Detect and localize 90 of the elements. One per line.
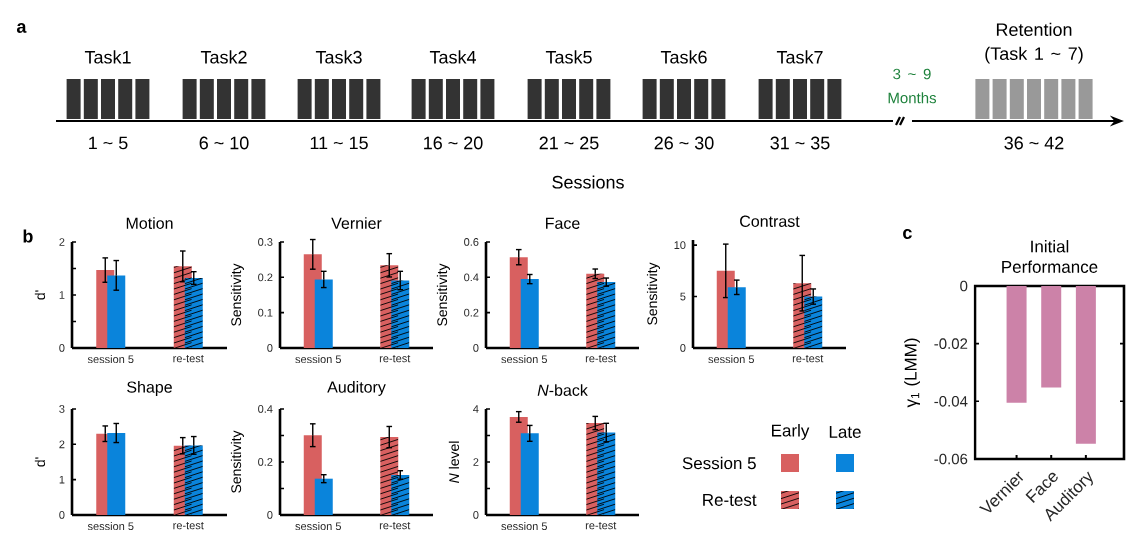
bar [314, 478, 333, 515]
y-axis-title: Sensitivity [646, 262, 660, 325]
chart-title: Shape [127, 381, 172, 396]
chart-title: Vernier [331, 217, 382, 229]
y-tick-label: 2 [473, 458, 479, 466]
category-label: Task2 [200, 50, 247, 64]
text: a [16, 23, 27, 33]
bar [314, 279, 333, 348]
y-tick-label: 0 [59, 344, 65, 352]
y-tick-label: 1 [59, 475, 65, 484]
bar [520, 279, 539, 348]
chart-title: N-back [537, 384, 588, 396]
bar [107, 275, 126, 348]
text: 21 ~ 25 [539, 136, 599, 150]
y-tick-label: 2 [59, 238, 65, 246]
x-tick-label: session 5 [501, 522, 547, 531]
y-tick-label: 1 [59, 291, 65, 299]
category-label: Task1 [84, 50, 131, 64]
text: b [23, 229, 33, 243]
y-tick-label: 0 [59, 511, 65, 519]
y-tick-label: 0.3 [258, 238, 273, 246]
y-axis-title: Sensitivity [230, 430, 244, 493]
y-tick-label: 0.4 [464, 273, 479, 282]
y-tick-label: 0.6 [464, 238, 479, 246]
text: 6 ~ 10 [199, 136, 249, 150]
bar [727, 287, 746, 348]
x-tick-label: re-test [173, 522, 204, 530]
y-axis-title: Sensitivity [230, 263, 244, 326]
x-tick-label: session 5 [295, 522, 342, 531]
chart-title: Motion [126, 217, 173, 229]
x-tick-label: re-test [792, 355, 824, 363]
y-tick-label: 4 [473, 405, 479, 413]
y-axis-title: γ$_{1}$ (LMM) [904, 338, 920, 408]
y-tick-label: 0 [680, 344, 686, 352]
text: c [903, 229, 912, 239]
text: 3 ~ 9 Months [888, 68, 937, 104]
x-tick-label: re-test [585, 522, 617, 530]
category-label: Task3 [315, 50, 362, 64]
y-axis-title: N level [448, 441, 460, 483]
y-tick-label: 0 [473, 511, 479, 519]
x-tick-label: re-test [173, 355, 204, 363]
x-tick-label: re-test [379, 355, 411, 363]
category-label: Retention (Task 1 ~ 7) [985, 22, 1083, 64]
y-tick-label: 0 [267, 511, 273, 519]
text: Late [829, 426, 861, 438]
chart-title: Initial Performance [1002, 240, 1098, 273]
y-tick-label: 0.2 [464, 308, 479, 317]
chart-title: Contrast [740, 215, 800, 227]
y-tick-label: 0 [960, 280, 968, 292]
x-tick-label: session 5 [87, 522, 134, 531]
y-tick-label: 0.1 [258, 308, 273, 317]
text: Re-test [703, 494, 757, 506]
text: Early [772, 424, 810, 440]
y-tick-label: -0.04 [934, 396, 968, 407]
text: 36 ~ 42 [1004, 136, 1064, 150]
y-axis-title: Sensitivity [436, 263, 450, 326]
y-tick-label: -0.06 [934, 453, 968, 465]
y-tick-label: 3 [59, 405, 65, 413]
text: 26 ~ 30 [654, 136, 714, 150]
x-tick-label: session 5 [501, 355, 547, 364]
y-tick-label: 0.2 [258, 458, 273, 466]
y-tick-label: 0 [473, 344, 479, 352]
category-label: Task5 [545, 50, 592, 64]
x-tick-label: session 5 [708, 355, 754, 364]
chart-title: Face [546, 217, 580, 229]
category-label: Task6 [660, 50, 707, 64]
category-label: Task4 [429, 50, 476, 64]
y-tick-label: 5 [680, 292, 686, 301]
x-tick-label: re-test [585, 355, 617, 363]
text: 16 ~ 20 [424, 136, 483, 150]
text: Sessions [552, 175, 624, 189]
y-axis-title: d' [34, 457, 46, 467]
text: 31 ~ 35 [770, 136, 830, 150]
y-tick-label: 0 [267, 344, 273, 352]
y-tick-label: 10 [674, 241, 686, 250]
x-tick-label: re-test [379, 522, 411, 530]
category-label: Task7 [776, 50, 823, 64]
x-tick-label: session 5 [295, 355, 342, 364]
y-tick-label: 2 [59, 440, 65, 449]
y-tick-label: 0.4 [258, 405, 273, 413]
text: 11 ~ 15 [310, 136, 368, 150]
text: 1 ~ 5 [89, 136, 128, 150]
x-tick-label: session 5 [87, 355, 134, 364]
y-axis-title: d' [34, 290, 46, 300]
y-tick-label: 0.2 [258, 273, 273, 282]
chart-title: Auditory [327, 380, 386, 396]
bar [107, 433, 126, 515]
y-tick-label: -0.02 [934, 338, 968, 349]
bar [520, 433, 539, 515]
text: Session 5 [682, 456, 756, 470]
